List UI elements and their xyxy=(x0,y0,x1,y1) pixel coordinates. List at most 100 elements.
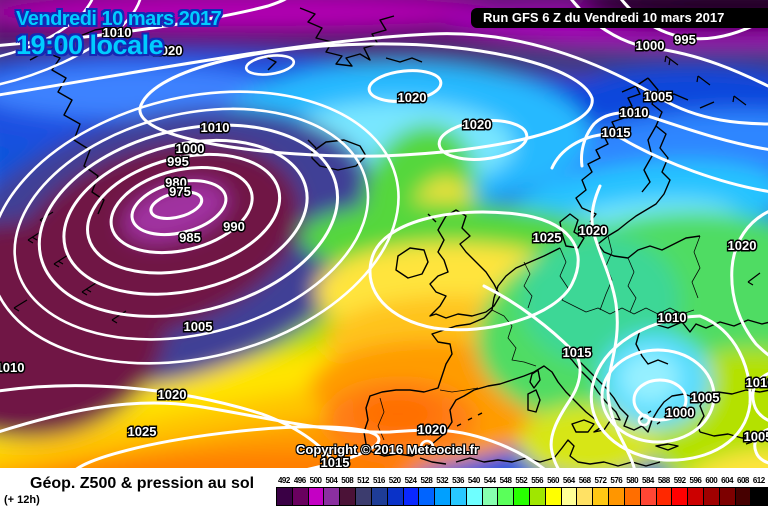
legend-value: 592 xyxy=(673,476,686,485)
legend-value: 520 xyxy=(388,476,401,485)
legend-swatch xyxy=(324,488,341,505)
pressure-label: 1010 xyxy=(746,375,768,390)
pressure-label: 1015 xyxy=(321,455,350,468)
legend-value: 504 xyxy=(325,476,338,485)
legend-swatch xyxy=(466,488,483,505)
legend-value: 544 xyxy=(483,476,496,485)
pressure-label: 985 xyxy=(179,230,201,245)
legend-swatch xyxy=(530,488,546,505)
pressure-label: 1005 xyxy=(184,319,213,334)
legend-value: 580 xyxy=(626,476,639,485)
legend-swatch xyxy=(435,488,451,505)
legend-swatch xyxy=(356,488,372,505)
legend-value: 568 xyxy=(578,476,591,485)
copyright-label: Copyright © 2016 Meteociel.fr xyxy=(296,442,479,457)
pressure-label: 1005 xyxy=(644,89,673,104)
legend-value: 528 xyxy=(420,476,433,485)
legend-value: 552 xyxy=(515,476,528,485)
run-info-bar: Run GFS 6 Z du Vendredi 10 mars 2017 xyxy=(471,8,768,28)
legend-swatches-row xyxy=(276,487,768,506)
legend-swatch xyxy=(403,488,420,505)
date-label: Vendredi 10 mars 2017 xyxy=(16,8,222,30)
legend-value: 492 xyxy=(277,476,290,485)
pressure-label: 1010 xyxy=(620,105,649,120)
legend-swatch xyxy=(277,488,293,505)
pressure-label: 1020 xyxy=(158,387,187,402)
pressure-label: 1010 xyxy=(201,120,230,135)
legend-value: 576 xyxy=(610,476,623,485)
pressure-label: 1010 xyxy=(103,25,132,40)
pressure-label: 1000 xyxy=(666,405,695,420)
color-scale-legend: 492 496 500 504 508 512 516 520 524 528 532 536 540 5… xyxy=(276,476,768,506)
legend-value: 524 xyxy=(404,476,417,485)
legend-swatch xyxy=(340,488,357,505)
legend-swatch xyxy=(561,488,578,505)
map-canvas: 1010 1020 1020 1020 995 1000 1005 1010 1015 1010 1… xyxy=(0,0,768,468)
legend-swatch xyxy=(577,488,594,505)
pressure-label: 1020 xyxy=(579,223,608,238)
legend-value: 548 xyxy=(499,476,512,485)
legend-swatch xyxy=(498,488,515,505)
legend-swatch xyxy=(371,488,388,505)
legend-value: 564 xyxy=(562,476,575,485)
pressure-label: 1025 xyxy=(533,230,562,245)
pressure-label: 1025 xyxy=(128,424,157,439)
legend-swatch xyxy=(482,488,499,505)
pressure-label: 1000 xyxy=(176,141,205,156)
pressure-label: 1020 xyxy=(418,422,447,437)
legend-swatch xyxy=(308,488,325,505)
legend-value: 584 xyxy=(642,476,654,485)
pressure-label: 1005 xyxy=(691,390,720,405)
legend-swatch xyxy=(719,488,736,505)
legend-value: 508 xyxy=(341,476,354,485)
legend-value: 608 xyxy=(737,476,749,485)
legend-value: 600 xyxy=(705,476,718,485)
pressure-label: 1005 xyxy=(744,429,768,444)
legend-swatch xyxy=(751,488,768,505)
legend-value: 596 xyxy=(689,476,702,485)
pressure-label: 1010 xyxy=(658,310,687,325)
legend-swatch xyxy=(419,488,436,505)
legend-value: 604 xyxy=(721,476,734,485)
legend-value: 532 xyxy=(436,476,449,485)
map-forecast-hour: (+ 12h) xyxy=(4,494,40,506)
legend-swatch xyxy=(624,488,641,505)
pressure-labels-layer: 1010102010201020995100010051010101510101… xyxy=(0,24,768,469)
legend-swatch xyxy=(450,488,467,505)
pressure-label: 1020 xyxy=(154,43,183,58)
coastlines-layer xyxy=(29,7,768,467)
legend-swatch xyxy=(545,488,562,505)
pressure-label: 995 xyxy=(167,154,189,169)
pressure-label: 990 xyxy=(223,219,245,234)
pressure-label: 1015 xyxy=(563,345,592,360)
legend-value: 556 xyxy=(531,476,544,485)
legend-value: 540 xyxy=(467,476,480,485)
footer-strip: Géop. Z500 & pression au sol (+ 12h) 492… xyxy=(0,468,768,512)
legend-values-row: 492 496 500 504 508 512 516 520 524 528 532 536 540 5… xyxy=(276,476,768,485)
legend-value: 588 xyxy=(657,476,670,485)
legend-swatch xyxy=(703,488,720,505)
pressure-label: 1000 xyxy=(636,38,665,53)
pressure-label: 1020 xyxy=(728,238,757,253)
legend-value: 516 xyxy=(372,476,385,485)
legend-swatch xyxy=(656,488,673,505)
legend-swatch xyxy=(292,488,309,505)
legend-value: 512 xyxy=(357,476,369,485)
legend-swatch xyxy=(609,488,625,505)
legend-value: 500 xyxy=(309,476,322,485)
pressure-label: 980 xyxy=(165,175,187,190)
pressure-label: 975 xyxy=(169,184,191,199)
legend-value: 536 xyxy=(452,476,464,485)
legend-swatch xyxy=(688,488,704,505)
pressure-label: 1010 xyxy=(0,360,24,375)
legend-value: 572 xyxy=(594,476,607,485)
legend-value: 560 xyxy=(547,476,559,485)
pressure-label: 1015 xyxy=(602,125,631,140)
legend-swatch xyxy=(640,488,657,505)
pressure-label: 1020 xyxy=(398,90,427,105)
legend-value: 496 xyxy=(293,476,306,485)
legend-swatch xyxy=(593,488,610,505)
legend-value: 612 xyxy=(752,476,765,485)
gfs-map-svg: 1010102010201020995100010051010101510101… xyxy=(0,0,768,468)
